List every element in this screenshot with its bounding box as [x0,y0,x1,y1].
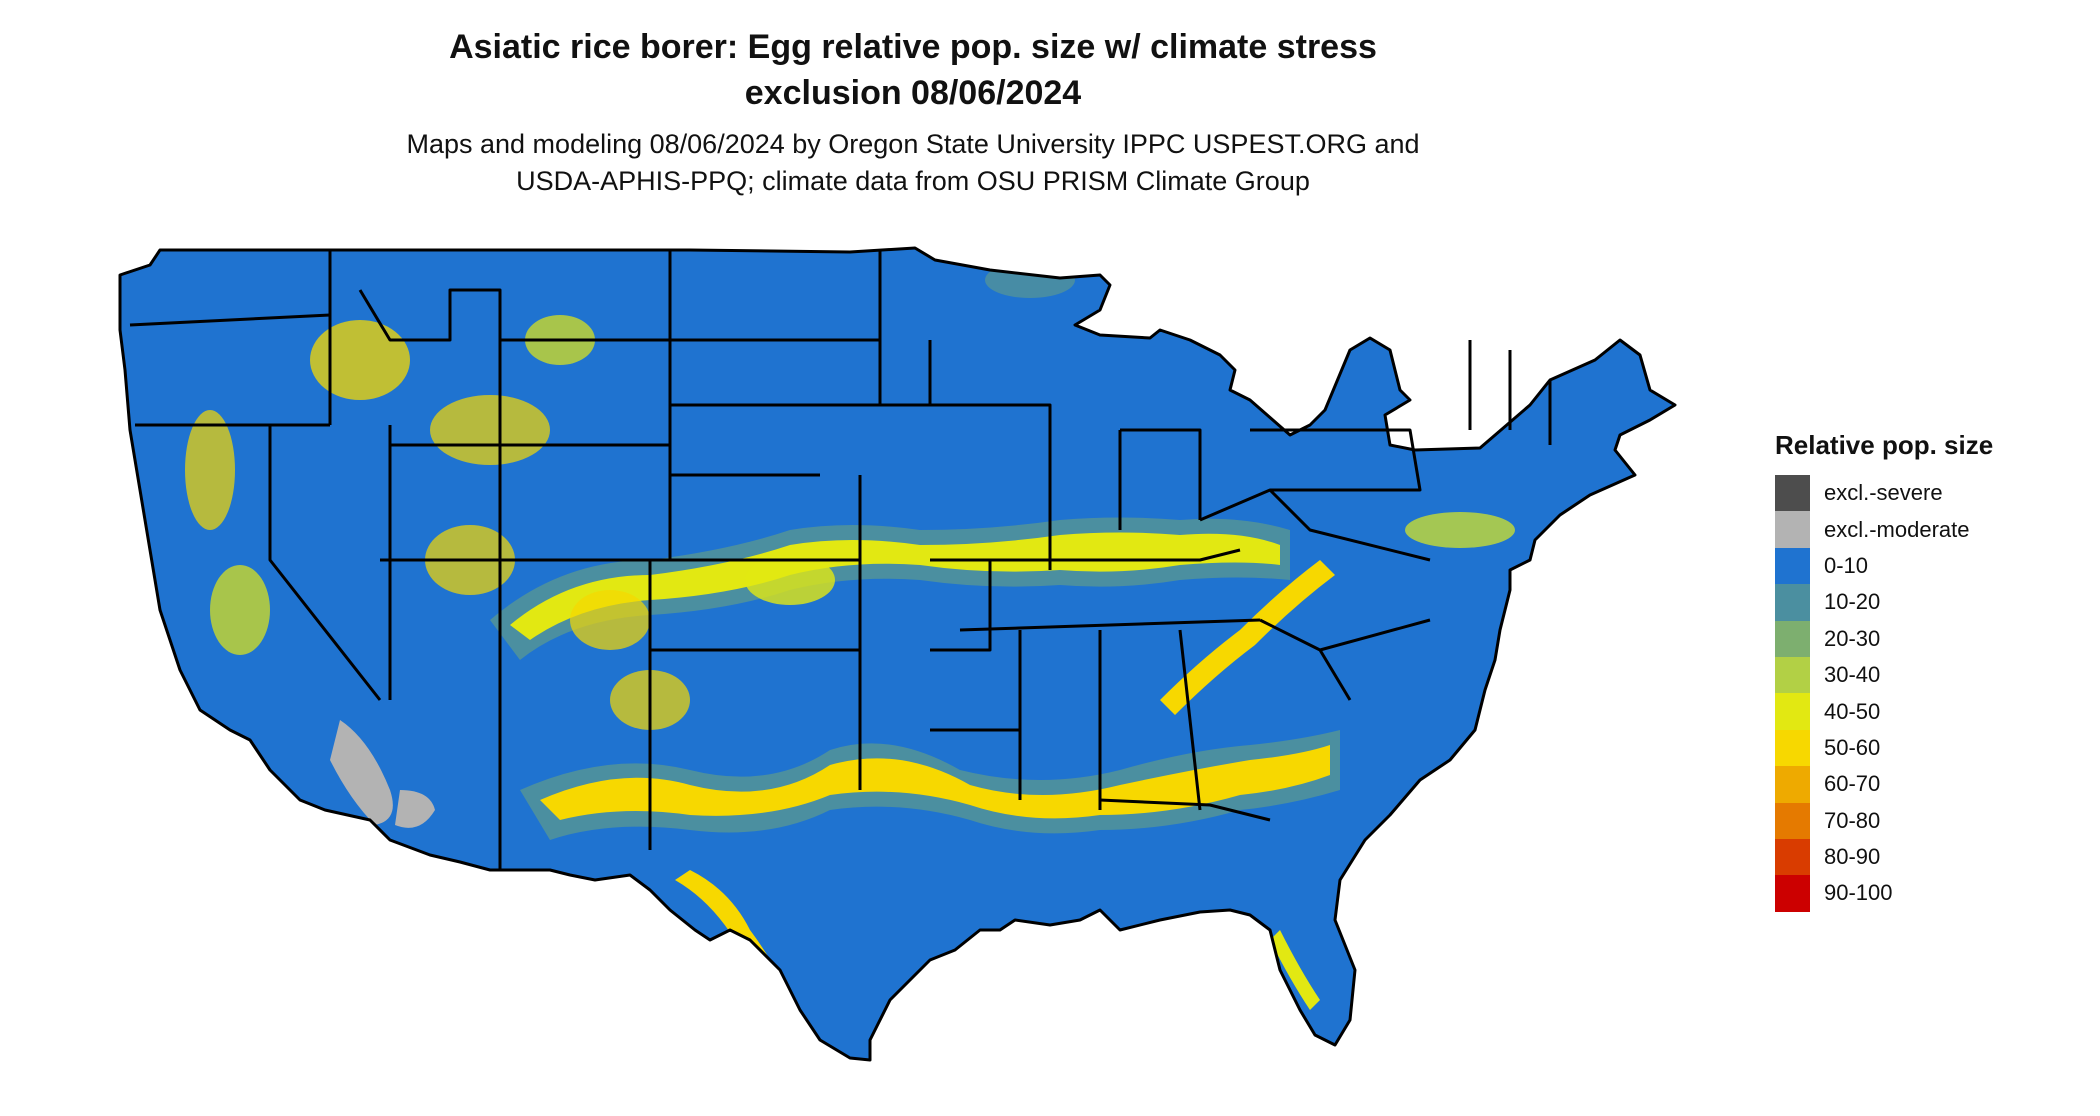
map-title-line-2: exclusion 08/06/2024 [744,74,1082,112]
legend-item: excl.-severe [1775,475,2085,512]
legend-item: 90-100 [1775,875,2085,912]
border-va-wv [1199,488,1431,562]
border-gulf-states [930,728,1271,822]
border-carolinas [1259,618,1431,701]
west-patch-7 [210,565,270,655]
border-ms-al-ga [1018,629,1202,811]
legend-label: 80-90 [1824,844,1881,870]
legend-item: 30-40 [1775,656,2085,694]
border-new-england [1468,340,1552,445]
map-subtitle: Maps and modeling 08/06/2024 by Oregon S… [0,126,1826,200]
exclusion-moderate-mojave [330,720,393,825]
us-map [118,246,1677,1062]
legend-label: 40-50 [1824,698,1881,724]
west-patch-9 [745,555,835,605]
legend-swatch [1775,766,1810,803]
west-patch-1 [310,320,410,400]
border-ca-nv [268,425,382,701]
legend-item: 10-20 [1775,584,2085,621]
border-ky-tn [990,548,1241,562]
legend-item: 40-50 [1775,693,2085,730]
exclusion-moderate-az [395,790,435,828]
map-subtitle-line-2: USDA-APHIS-PPQ; climate data from OSU PR… [516,166,1310,196]
border-wa-or [129,313,331,327]
legend-swatch [1775,729,1810,767]
west-patch-5 [570,590,650,650]
map-title: Asiatic rice borer: Egg relative pop. si… [0,24,1826,116]
legend-item: 50-60 [1775,729,2085,767]
upper-midwest-patch [985,262,1075,298]
state-borders [118,246,1677,1062]
legend-swatch [1775,547,1810,585]
legend-items: excl.-severe excl.-moderate 0-10 10-20 20-30… [1775,475,2085,912]
border-oh [1120,428,1202,520]
legend-swatch [1775,838,1810,876]
suitability-raster [120,248,1675,1060]
border-nm-east [500,558,652,850]
map-title-line-1: Asiatic rice borer: Egg relative pop. si… [449,28,1377,66]
legend-swatch [1775,802,1810,839]
legend-item: 70-80 [1775,802,2085,839]
legend: Relative pop. size excl.-severe excl.-mod… [1775,430,2085,912]
border-plains [670,338,880,562]
west-patch-6 [185,410,235,530]
border-tx-ok [650,648,862,790]
legend-item: 20-30 [1775,620,2085,657]
legend-item: 0-10 [1775,547,2085,585]
border-tn-south [959,618,1261,632]
legend-label: 50-60 [1824,734,1881,760]
legend-label: excl.-moderate [1824,516,1970,542]
legend-label: excl.-severe [1824,480,1943,506]
border-pa-ny [1250,428,1422,492]
us-outline [118,246,1677,1062]
legend-item: 80-90 [1775,838,2085,876]
legend-swatch [1775,620,1810,657]
legend-item: excl.-moderate [1775,511,2085,548]
appalachian-belt [1160,560,1335,715]
legend-label: 0-10 [1824,552,1869,578]
border-il-in [1048,405,1122,540]
legend-label: 60-70 [1824,771,1881,797]
florida-band [1270,930,1320,1010]
legend-label: 30-40 [1824,662,1881,688]
northeast-patch [1405,512,1515,548]
legend-swatch [1775,475,1810,512]
legend-label: 90-100 [1824,880,1893,906]
legend-swatch [1775,693,1810,730]
legend-swatch [1775,656,1810,694]
legend-label: 20-30 [1824,625,1881,651]
map-subtitle-line-1: Maps and modeling 08/06/2024 by Oregon S… [406,129,1420,159]
legend-title: Relative pop. size [1775,430,1994,460]
legend-label: 70-80 [1824,807,1881,833]
border-mo-ar [930,558,992,652]
legend-label: 10-20 [1824,589,1881,615]
legend-swatch [1775,511,1810,548]
west-patch-2 [430,395,550,465]
legend-swatch [1775,875,1810,912]
legend-swatch [1775,584,1810,621]
legend-item: 60-70 [1775,766,2085,803]
